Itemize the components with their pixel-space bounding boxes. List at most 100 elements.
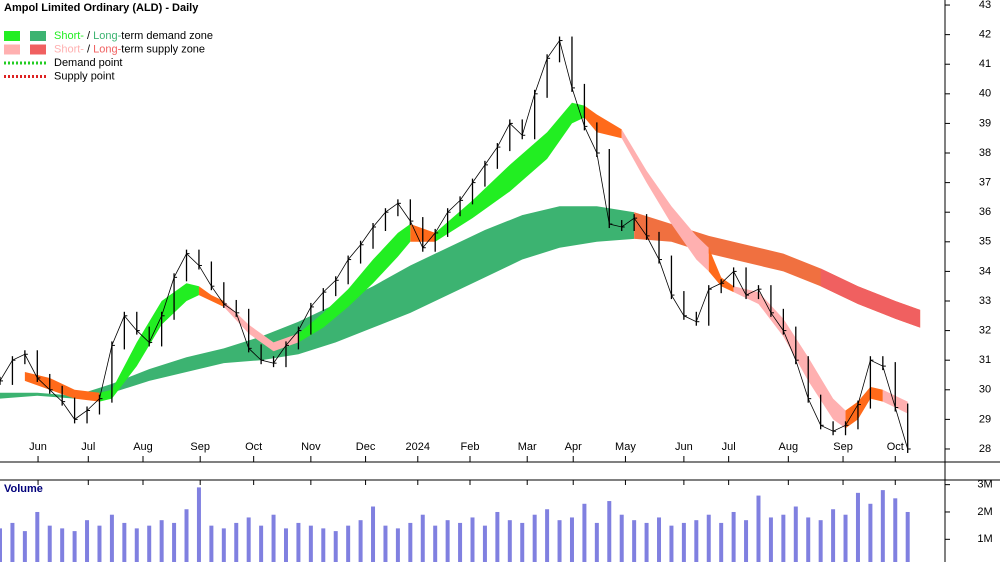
legend-label: Short- / Long-term supply zone (54, 43, 205, 55)
volume-bar (905, 511, 910, 562)
y-tick-label: 38 (979, 147, 991, 159)
volume-bar (482, 525, 487, 562)
x-tick-label: Nov (301, 441, 321, 453)
zone-band (845, 386, 883, 429)
volume-bar (706, 514, 711, 562)
volume-bar (296, 522, 301, 562)
y-tick-label: 34 (979, 265, 991, 277)
x-tick-label: Aug (133, 441, 153, 453)
legend-label: Short- / Long-term demand zone (54, 30, 213, 42)
volume-bar (209, 525, 214, 562)
zone-band (0, 206, 635, 399)
y-tick-label: 28 (979, 443, 991, 455)
volume-bar (60, 528, 65, 562)
zone-band (223, 300, 299, 352)
volume-bar (880, 490, 885, 562)
volume-bar (694, 520, 699, 562)
volume-bar (507, 520, 512, 562)
legend-label-part: term demand zone (121, 30, 213, 42)
zone-band (621, 129, 709, 272)
x-tick-label: Jul (81, 441, 95, 453)
volume-bar (35, 511, 40, 562)
legend-label-part: term supply zone (121, 43, 205, 55)
y-tick-label: 32 (979, 324, 991, 336)
volume-bar (731, 511, 736, 562)
zones (0, 102, 921, 429)
volume-bar (657, 517, 662, 562)
volume-bar (147, 525, 152, 562)
volume-bar (159, 520, 164, 562)
y-tick-label: 30 (979, 384, 991, 396)
volume-bar (831, 509, 836, 562)
x-tick-label: 2024 (406, 441, 430, 453)
legend-label: Demand point (54, 57, 123, 69)
y-tick-label: 37 (979, 177, 991, 189)
x-tick-label: Jun (29, 441, 47, 453)
volume-bar (619, 514, 624, 562)
volume-bar (719, 522, 724, 562)
volume-bar (744, 520, 749, 562)
x-tick-label: Jun (675, 441, 693, 453)
volume-bar (681, 522, 686, 562)
volume-bar (122, 522, 127, 562)
volume-bar (134, 528, 139, 562)
volume-bar (346, 525, 351, 562)
volume-bar (669, 525, 674, 562)
volume-tick-label: 2M (977, 506, 992, 518)
volume-bar (383, 525, 388, 562)
volume-bar (557, 520, 562, 562)
legend-label-part: Short- (54, 30, 84, 42)
volume-bar (196, 487, 201, 562)
volume-bar (793, 506, 798, 562)
volume-tick-label: 1M (977, 533, 992, 545)
x-tick-label: Oct (245, 441, 262, 453)
legend-swatch (4, 44, 20, 55)
x-tick-label: May (615, 441, 636, 453)
chart-title: Ampol Limited Ordinary (ALD) - Daily (4, 2, 199, 14)
zone-band (820, 268, 921, 328)
legend-label-part: Long- (93, 43, 121, 55)
volume-bar (0, 528, 2, 562)
volume-bar (582, 503, 587, 562)
legend-label-part: Short- (54, 43, 84, 55)
volume-label: Volume (4, 483, 43, 495)
volume-bar (445, 520, 450, 562)
zone-band (298, 224, 411, 343)
legend-label-part: / (84, 43, 93, 55)
x-tick-label: Oct (887, 441, 904, 453)
x-tick-label: Sep (833, 441, 853, 453)
legend-swatch (4, 31, 20, 41)
price-line (0, 39, 909, 450)
volume-bar (768, 517, 773, 562)
volume-bar (246, 517, 251, 562)
y-tick-label: 40 (979, 88, 991, 100)
volume-tick-label: 3M (977, 479, 992, 491)
x-tick-label: Jul (722, 441, 736, 453)
y-tick-label: 36 (979, 206, 991, 218)
x-tick-label: Aug (779, 441, 799, 453)
main-layer (0, 36, 911, 453)
legend-label: Supply point (54, 70, 115, 82)
volume-bar (433, 525, 438, 562)
volume-bar (172, 522, 177, 562)
y-tick-label: 33 (979, 295, 991, 307)
volume-bar (321, 528, 326, 562)
volume-bar (806, 517, 811, 562)
volume-bar (756, 495, 761, 562)
legend-label-part: Long- (93, 30, 121, 42)
volume-bar (632, 520, 637, 562)
volume-bar (520, 522, 525, 562)
y-tick-label: 35 (979, 236, 991, 248)
volume-bar (818, 520, 823, 562)
y-tick-label: 29 (979, 413, 991, 425)
volume-bar (395, 528, 400, 562)
volume-bar (221, 528, 226, 562)
x-tick-label: Sep (190, 441, 210, 453)
volume-bar (893, 498, 898, 562)
volume-bar (470, 517, 475, 562)
y-tick-label: 31 (979, 354, 991, 366)
volume-bar (271, 514, 276, 562)
legend-swatch (30, 31, 46, 41)
